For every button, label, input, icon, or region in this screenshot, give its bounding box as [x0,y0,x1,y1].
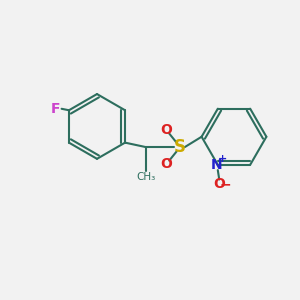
Text: CH₃: CH₃ [136,172,155,182]
Text: O: O [160,123,172,137]
Text: N: N [211,158,222,172]
Text: F: F [51,102,61,116]
Text: −: − [220,177,232,191]
Text: O: O [213,177,225,191]
Text: +: + [218,154,227,164]
Text: S: S [173,138,185,156]
Text: O: O [160,157,172,171]
